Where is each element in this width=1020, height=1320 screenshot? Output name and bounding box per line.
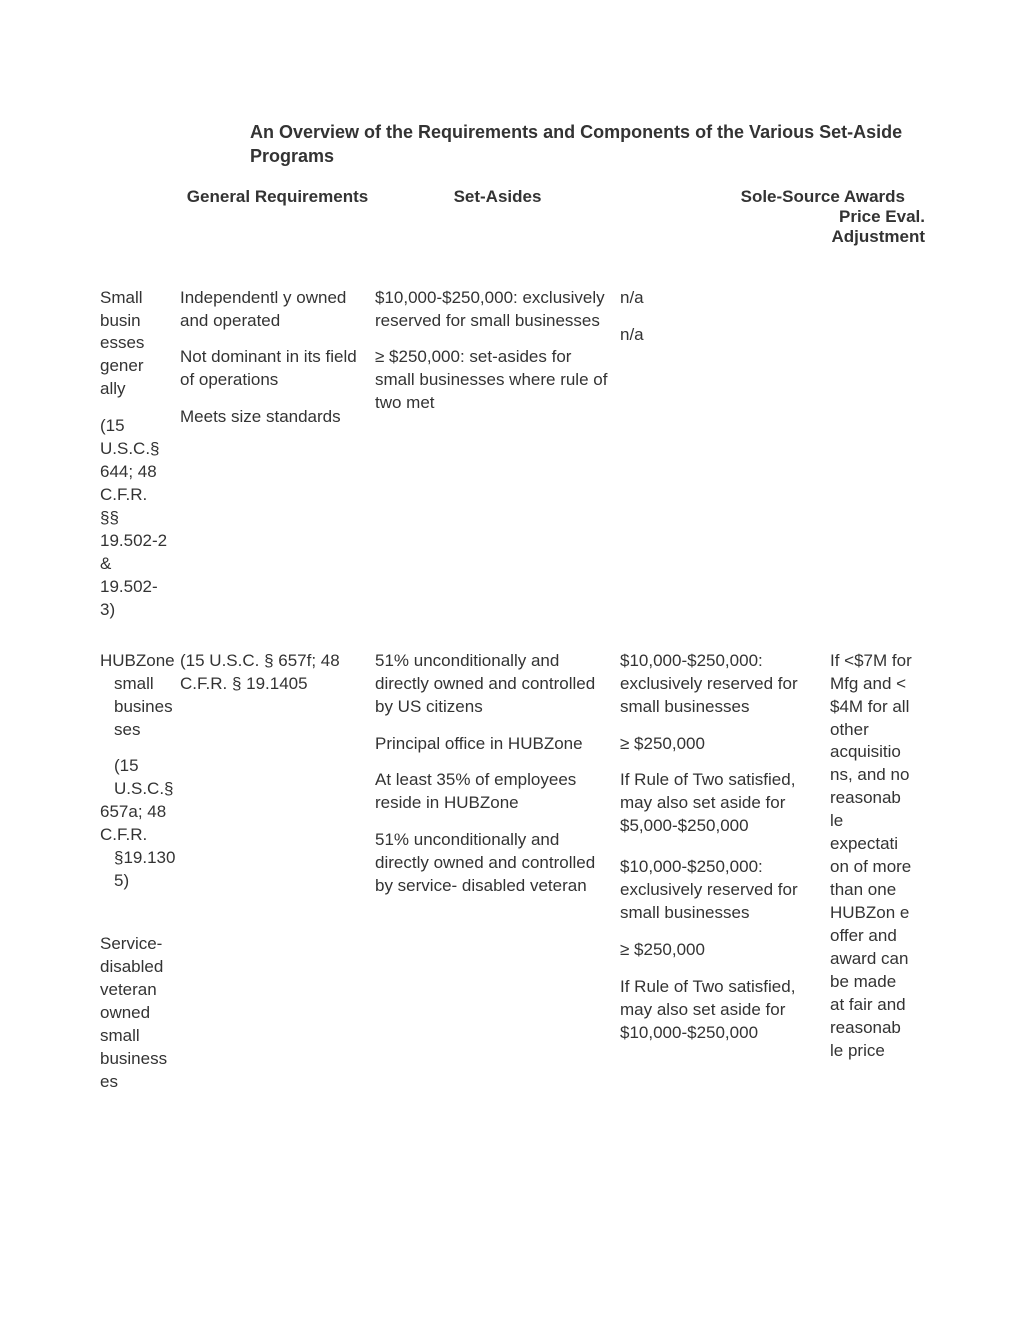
cell-text: n/a (620, 324, 818, 347)
cell-text: Not dominant in its field of operations (180, 346, 363, 392)
row-label-line: C.F.R. (100, 825, 147, 844)
row-label: Small busin esses gener ally (15 U.S.C.§… (100, 287, 180, 622)
row-label-text: HUBZone small busines ses (100, 650, 168, 742)
row-label-line: HUBZone (100, 651, 175, 670)
row-label-citation: (15 U.S.C.§ 657a; 48 C.F.R. §19.130 5) (100, 755, 168, 893)
row-label-line: U.S.C.§ (100, 779, 174, 798)
header-spacer (100, 187, 180, 247)
cell-text: If Rule of Two satisfied, may also set a… (620, 976, 818, 1045)
cell-sole-source: n/a n/a (620, 287, 830, 622)
cell-text: At least 35% of employees reside in HUBZ… (375, 769, 608, 815)
header-set-asides: Set-Asides (375, 187, 620, 247)
cell-text: ≥ $250,000: set-asides for small busines… (375, 346, 608, 415)
cell-text: $10,000-$250,000: exclusively reserved f… (620, 856, 818, 925)
cell-price-eval: If <$7M for Mfg and < $4M for all other … (830, 650, 925, 1094)
table-row: Small busin esses gener ally (15 U.S.C.§… (100, 287, 920, 622)
header-sole-source-price: Sole-Source Awards Price Eval. Adjustmen… (620, 187, 925, 247)
header-adjustment: Adjustment (620, 227, 925, 247)
row-label-line: §19.130 (100, 848, 175, 867)
cell-text: $10,000-$250,000: exclusively reserved f… (375, 287, 608, 333)
page-title: An Overview of the Requirements and Comp… (250, 120, 920, 169)
table-header-row: General Requirements Set-Asides Sole-Sou… (100, 187, 920, 247)
table-row: HUBZone small busines ses (15 U.S.C.§ 65… (100, 650, 920, 1094)
cell-text: n/a (620, 287, 818, 310)
cell-text: ≥ $250,000 (620, 939, 818, 962)
row-label-text: Service-disabled veteran owned small bus… (100, 933, 168, 1094)
cell-text: Meets size standards (180, 406, 363, 429)
cell-text: Independentl y owned and operated (180, 287, 363, 333)
cell-text: 51% unconditionally and directly owned a… (375, 650, 608, 719)
cell-general-requirements: Independentl y owned and operated Not do… (180, 287, 375, 622)
row-label-line: 5) (100, 871, 129, 890)
cell-text: Principal office in HUBZone (375, 733, 608, 756)
cell-text: If <$7M for Mfg and < $4M for all other … (830, 650, 913, 1063)
cell-text: $10,000-$250,000: exclusively reserved f… (620, 650, 818, 719)
header-general-requirements: General Requirements (180, 187, 375, 247)
cell-set-asides: 51% unconditionally and directly owned a… (375, 650, 620, 1094)
row-label-line: busines (100, 697, 173, 716)
cell-sole-source: $10,000-$250,000: exclusively reserved f… (620, 650, 830, 1094)
row-label: HUBZone small busines ses (15 U.S.C.§ 65… (100, 650, 180, 1094)
row-label-citation: (15 U.S.C.§ 644; 48 C.F.R. §§ 19.502-2 &… (100, 415, 168, 621)
cell-text: ≥ $250,000 (620, 733, 818, 756)
header-sole-source: Sole-Source Awards (620, 187, 925, 207)
row-label-text: Small busin esses gener ally (100, 287, 168, 402)
cell-text: (15 U.S.C. § 657f; 48 C.F.R. § 19.1405 (180, 650, 363, 696)
row-label-line: small (100, 674, 154, 693)
cell-set-asides: $10,000-$250,000: exclusively reserved f… (375, 287, 620, 622)
row-label-line: ses (100, 720, 140, 739)
document-page: An Overview of the Requirements and Comp… (0, 0, 1020, 1154)
cell-general-requirements: (15 U.S.C. § 657f; 48 C.F.R. § 19.1405 (180, 650, 375, 1094)
cell-text: If Rule of Two satisfied, may also set a… (620, 769, 818, 838)
row-label-line: (15 (100, 756, 139, 775)
cell-text: 51% unconditionally and directly owned a… (375, 829, 608, 898)
cell-price-eval (830, 287, 925, 622)
row-label-line: 657a; 48 (100, 802, 166, 821)
header-price-eval: Price Eval. (620, 207, 925, 227)
